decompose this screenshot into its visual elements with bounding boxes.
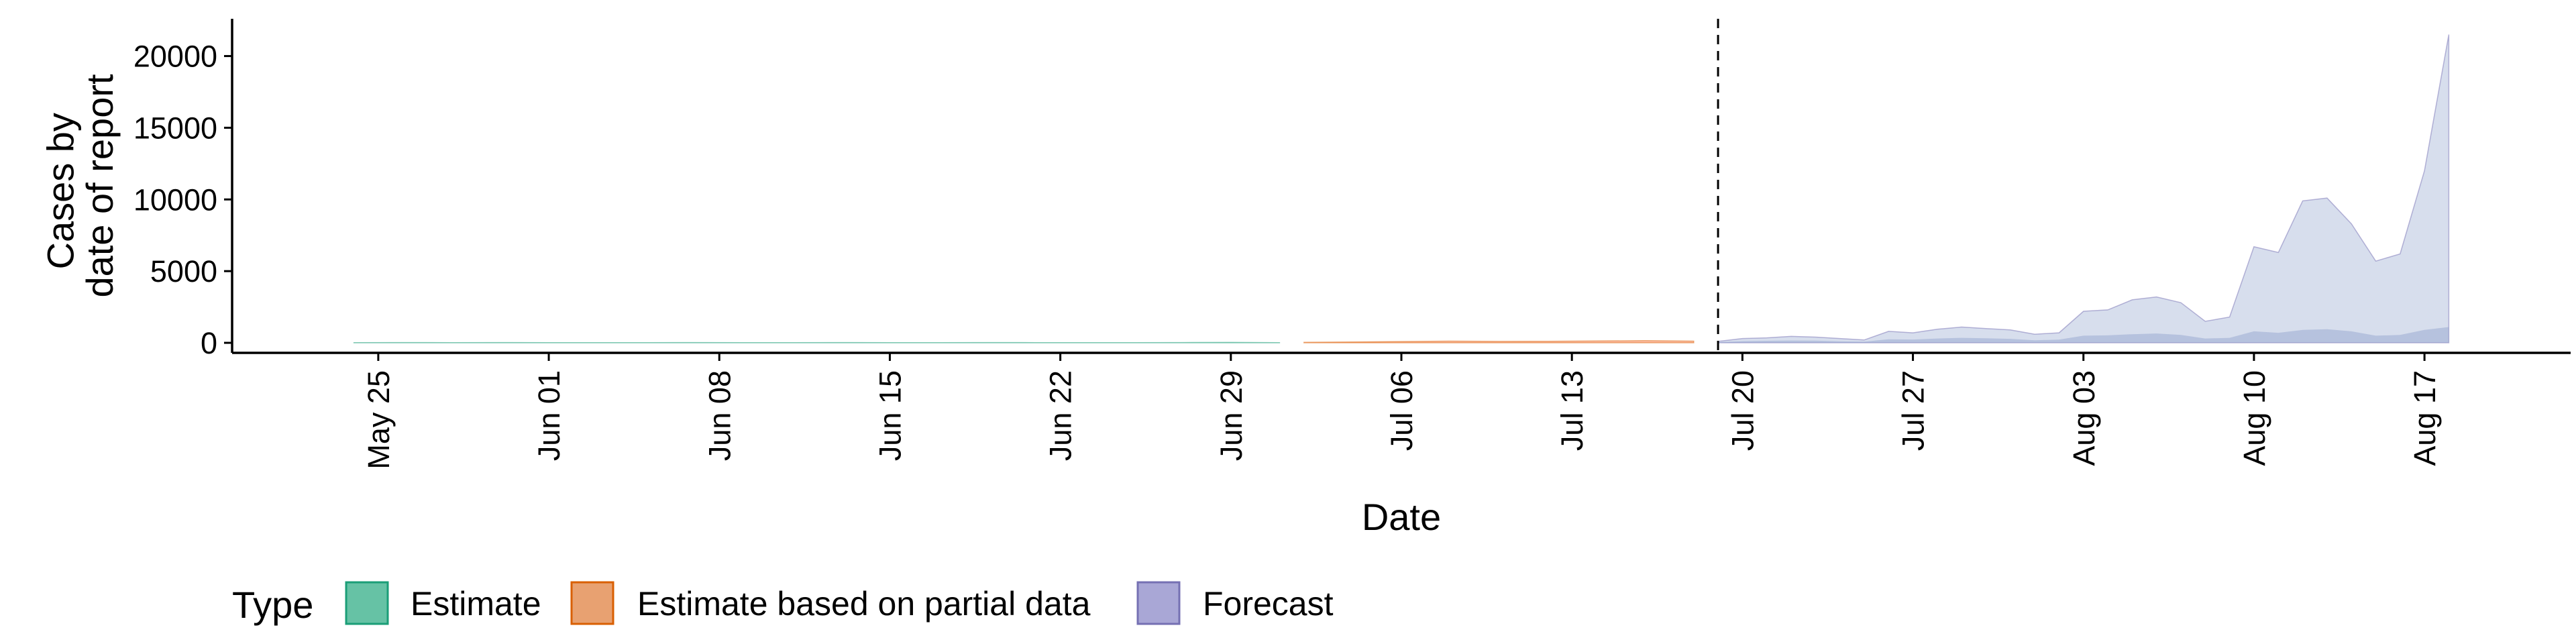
series-estimate-band xyxy=(353,341,1281,343)
y-tick-label-4: 20000 xyxy=(133,40,217,74)
x-ticks: May 25 Jun 01 Jun 08 Jun 15 Jun 22 Jun 29 Jul … xyxy=(362,353,2442,470)
plot-areas xyxy=(353,34,2450,343)
y-tick-label-3: 15000 xyxy=(133,111,217,145)
y-axis-title: Cases by date of report xyxy=(39,74,121,298)
legend-label-estimate: Estimate xyxy=(411,585,541,623)
x-tick-label-3: Jun 15 xyxy=(873,370,907,461)
legend: Type Estimate Estimate based on partial … xyxy=(232,581,1334,626)
legend-label-estimate-partial: Estimate based on partial data xyxy=(637,585,1091,623)
legend-label-forecast: Forecast xyxy=(1203,585,1334,623)
y-axis-title-line-1: Cases by xyxy=(39,113,81,269)
x-tick-label-6: Jul 06 xyxy=(1385,370,1419,451)
series-estimate-based-on-partial-data-band xyxy=(1303,340,1695,343)
x-tick-label-8: Jul 20 xyxy=(1725,370,1760,451)
series-forecast-inner-band xyxy=(1718,327,2449,343)
series-forecast-band xyxy=(1717,34,2450,343)
y-tick-label-1: 5000 xyxy=(150,254,217,288)
legend-key-forecast xyxy=(1136,581,1181,625)
x-axis-title: Date xyxy=(1362,496,1441,538)
y-tick-label-0: 0 xyxy=(201,326,217,360)
x-tick-label-0: May 25 xyxy=(362,370,396,470)
x-tick-label-2: Jun 08 xyxy=(702,370,737,461)
legend-key-estimate xyxy=(345,581,389,625)
y-ticks: 0 5000 10000 15000 20000 xyxy=(133,40,232,360)
legend-title: Type xyxy=(232,584,313,626)
x-tick-label-7: Jul 13 xyxy=(1555,370,1589,451)
x-tick-label-5: Jun 29 xyxy=(1214,370,1248,461)
x-tick-label-11: Aug 10 xyxy=(2237,370,2271,466)
x-tick-label-4: Jun 22 xyxy=(1044,370,1078,461)
y-axis-title-line-2: date of report xyxy=(78,74,121,298)
x-tick-label-1: Jun 01 xyxy=(532,370,566,461)
y-tick-label-2: 10000 xyxy=(133,182,217,217)
x-tick-label-9: Jul 27 xyxy=(1896,370,1931,451)
legend-key-estimate-partial xyxy=(570,581,614,625)
x-tick-label-12: Aug 17 xyxy=(2408,370,2442,466)
axes xyxy=(231,19,2571,354)
x-tick-label-10: Aug 03 xyxy=(2067,370,2101,466)
